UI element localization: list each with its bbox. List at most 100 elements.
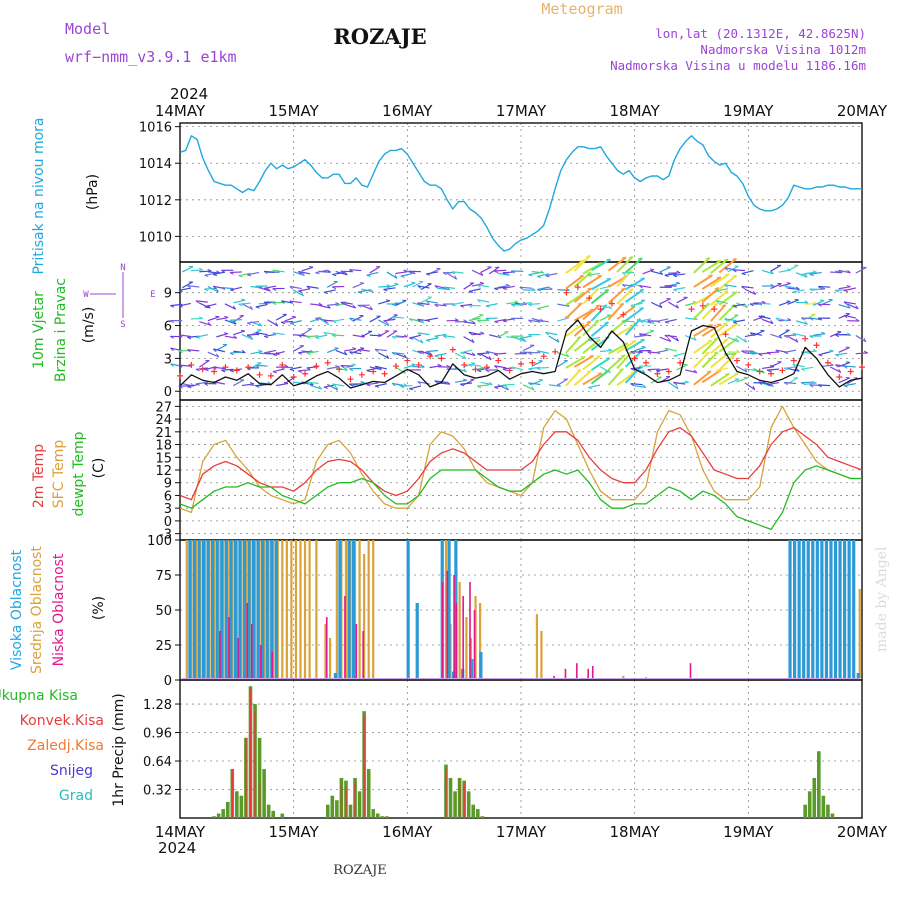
high-cloud-bar <box>225 540 228 678</box>
wind-arrow <box>307 336 319 337</box>
x-tick-label-bottom: 15MAY <box>269 823 320 841</box>
low-cloud-bar <box>576 663 578 678</box>
gust-marker <box>348 376 354 382</box>
wind-arrow-head <box>375 386 379 387</box>
wind-arrow <box>395 272 407 274</box>
wind-arrow <box>370 267 380 273</box>
mid-cloud-bar <box>368 540 370 678</box>
wind-arrow <box>486 304 498 306</box>
wind-arrow <box>819 352 831 355</box>
wind-arrow <box>801 367 813 369</box>
wind-arrow <box>281 321 293 322</box>
wind-arrow <box>702 352 718 368</box>
gust-marker <box>234 367 240 373</box>
x-tick-label-bottom: 16MAY <box>382 823 433 841</box>
high-cloud-bar <box>347 540 350 678</box>
wind-arrow <box>204 288 216 289</box>
wind-arrow <box>770 362 781 367</box>
high-cloud-bar <box>843 540 846 678</box>
wind-arrow <box>460 383 472 384</box>
wind-arrow-head <box>503 321 507 322</box>
high-cloud-bar <box>829 540 832 678</box>
gust-marker <box>200 366 206 372</box>
wind-arrow-head <box>673 290 677 291</box>
wind-arrow <box>494 270 506 271</box>
wind-arrow <box>247 322 259 324</box>
svg-text:Niska Oblacnost: Niska Oblacnost <box>51 553 67 666</box>
wind-arrow <box>793 290 805 292</box>
wind-arrow-head <box>409 389 413 390</box>
gust-marker <box>552 349 558 355</box>
wind-arrow-head <box>733 306 737 307</box>
wind-arrow <box>273 369 285 372</box>
wind-arrow-head <box>256 307 260 308</box>
wind-arrow <box>839 287 851 289</box>
wind-arrow-head <box>332 321 336 322</box>
wind-arrow <box>426 318 438 320</box>
x-tick-label-bottom: 17MAY <box>496 823 547 841</box>
wind-arrow <box>481 267 492 272</box>
wind-arrow-head <box>290 369 294 370</box>
lonlat-label: lon,lat (20.1312E, 42.8625N) <box>655 26 866 41</box>
gust-marker <box>313 363 319 369</box>
wind-arrow-head <box>324 387 328 388</box>
total-precip-bar <box>381 816 385 818</box>
low-cloud-bar <box>246 603 248 678</box>
wind-arrow-head <box>409 338 413 339</box>
wind-arrow <box>383 319 395 320</box>
wind-arrow <box>844 384 856 386</box>
wind-arrow <box>784 367 796 368</box>
wind-arrow-head <box>479 314 483 315</box>
wind-arrow <box>532 361 543 366</box>
wind-arrow-head <box>332 274 336 275</box>
y-tick-label: 0.64 <box>143 755 172 770</box>
wind-arrow <box>566 369 581 385</box>
gust-marker <box>757 369 763 375</box>
wind-arrow <box>801 382 813 383</box>
wind-arrow-head <box>650 269 654 270</box>
wind-arrow-head <box>506 284 510 285</box>
high-cloud-bar <box>834 540 837 678</box>
low-cloud-bar <box>446 571 448 678</box>
footer-station: ROZAJE <box>333 863 387 878</box>
y-tick-label: 0.32 <box>143 784 172 799</box>
wind-arrow-head <box>460 353 464 354</box>
mid-cloud-bar <box>299 540 301 678</box>
high-cloud-bar <box>352 540 355 678</box>
y-tick-label: 3 <box>164 352 172 367</box>
wind-arrow <box>378 331 388 337</box>
wind-arrow-head <box>352 364 356 365</box>
gust-marker <box>177 373 183 379</box>
low-cloud-bar <box>356 624 358 678</box>
wind-arrow-head <box>639 321 643 322</box>
gust-marker <box>461 362 467 368</box>
total-precip-bar <box>326 805 330 818</box>
wind-arrow <box>460 350 472 353</box>
wind-arrow-head <box>307 353 311 354</box>
wind-arrow <box>469 289 481 292</box>
high-cloud-bar <box>334 673 337 678</box>
total-precip-bar <box>831 814 835 818</box>
wind-arrow-head <box>786 301 790 302</box>
wind-arrow-head <box>224 333 228 334</box>
wind-arrow-head <box>247 275 251 276</box>
y-tick-label: 0.96 <box>143 727 172 742</box>
low-cloud-bar <box>271 652 273 678</box>
mid-cloud-bar <box>281 540 283 678</box>
wind-arrow <box>742 271 754 274</box>
wind-arrow-head <box>386 300 390 301</box>
mid-cloud-bar <box>358 540 360 678</box>
wind-arrow-head <box>438 364 442 365</box>
wind-arrow <box>719 292 737 305</box>
plot-layer: 10101012101410160369-3036912151821242702… <box>139 102 888 841</box>
wind-arrow <box>332 319 344 321</box>
svg-text:Snijeg: Snijeg <box>50 763 93 779</box>
gust-marker <box>836 374 842 380</box>
gust-marker <box>325 360 331 366</box>
wind-arrow <box>583 305 600 319</box>
wind-arrow <box>600 351 612 352</box>
svg-text:Ukupna Kisa: Ukupna Kisa <box>0 688 78 704</box>
high-cloud-bar <box>193 540 196 678</box>
total-precip-bar <box>367 769 371 818</box>
wind-arrow-head <box>707 371 711 372</box>
